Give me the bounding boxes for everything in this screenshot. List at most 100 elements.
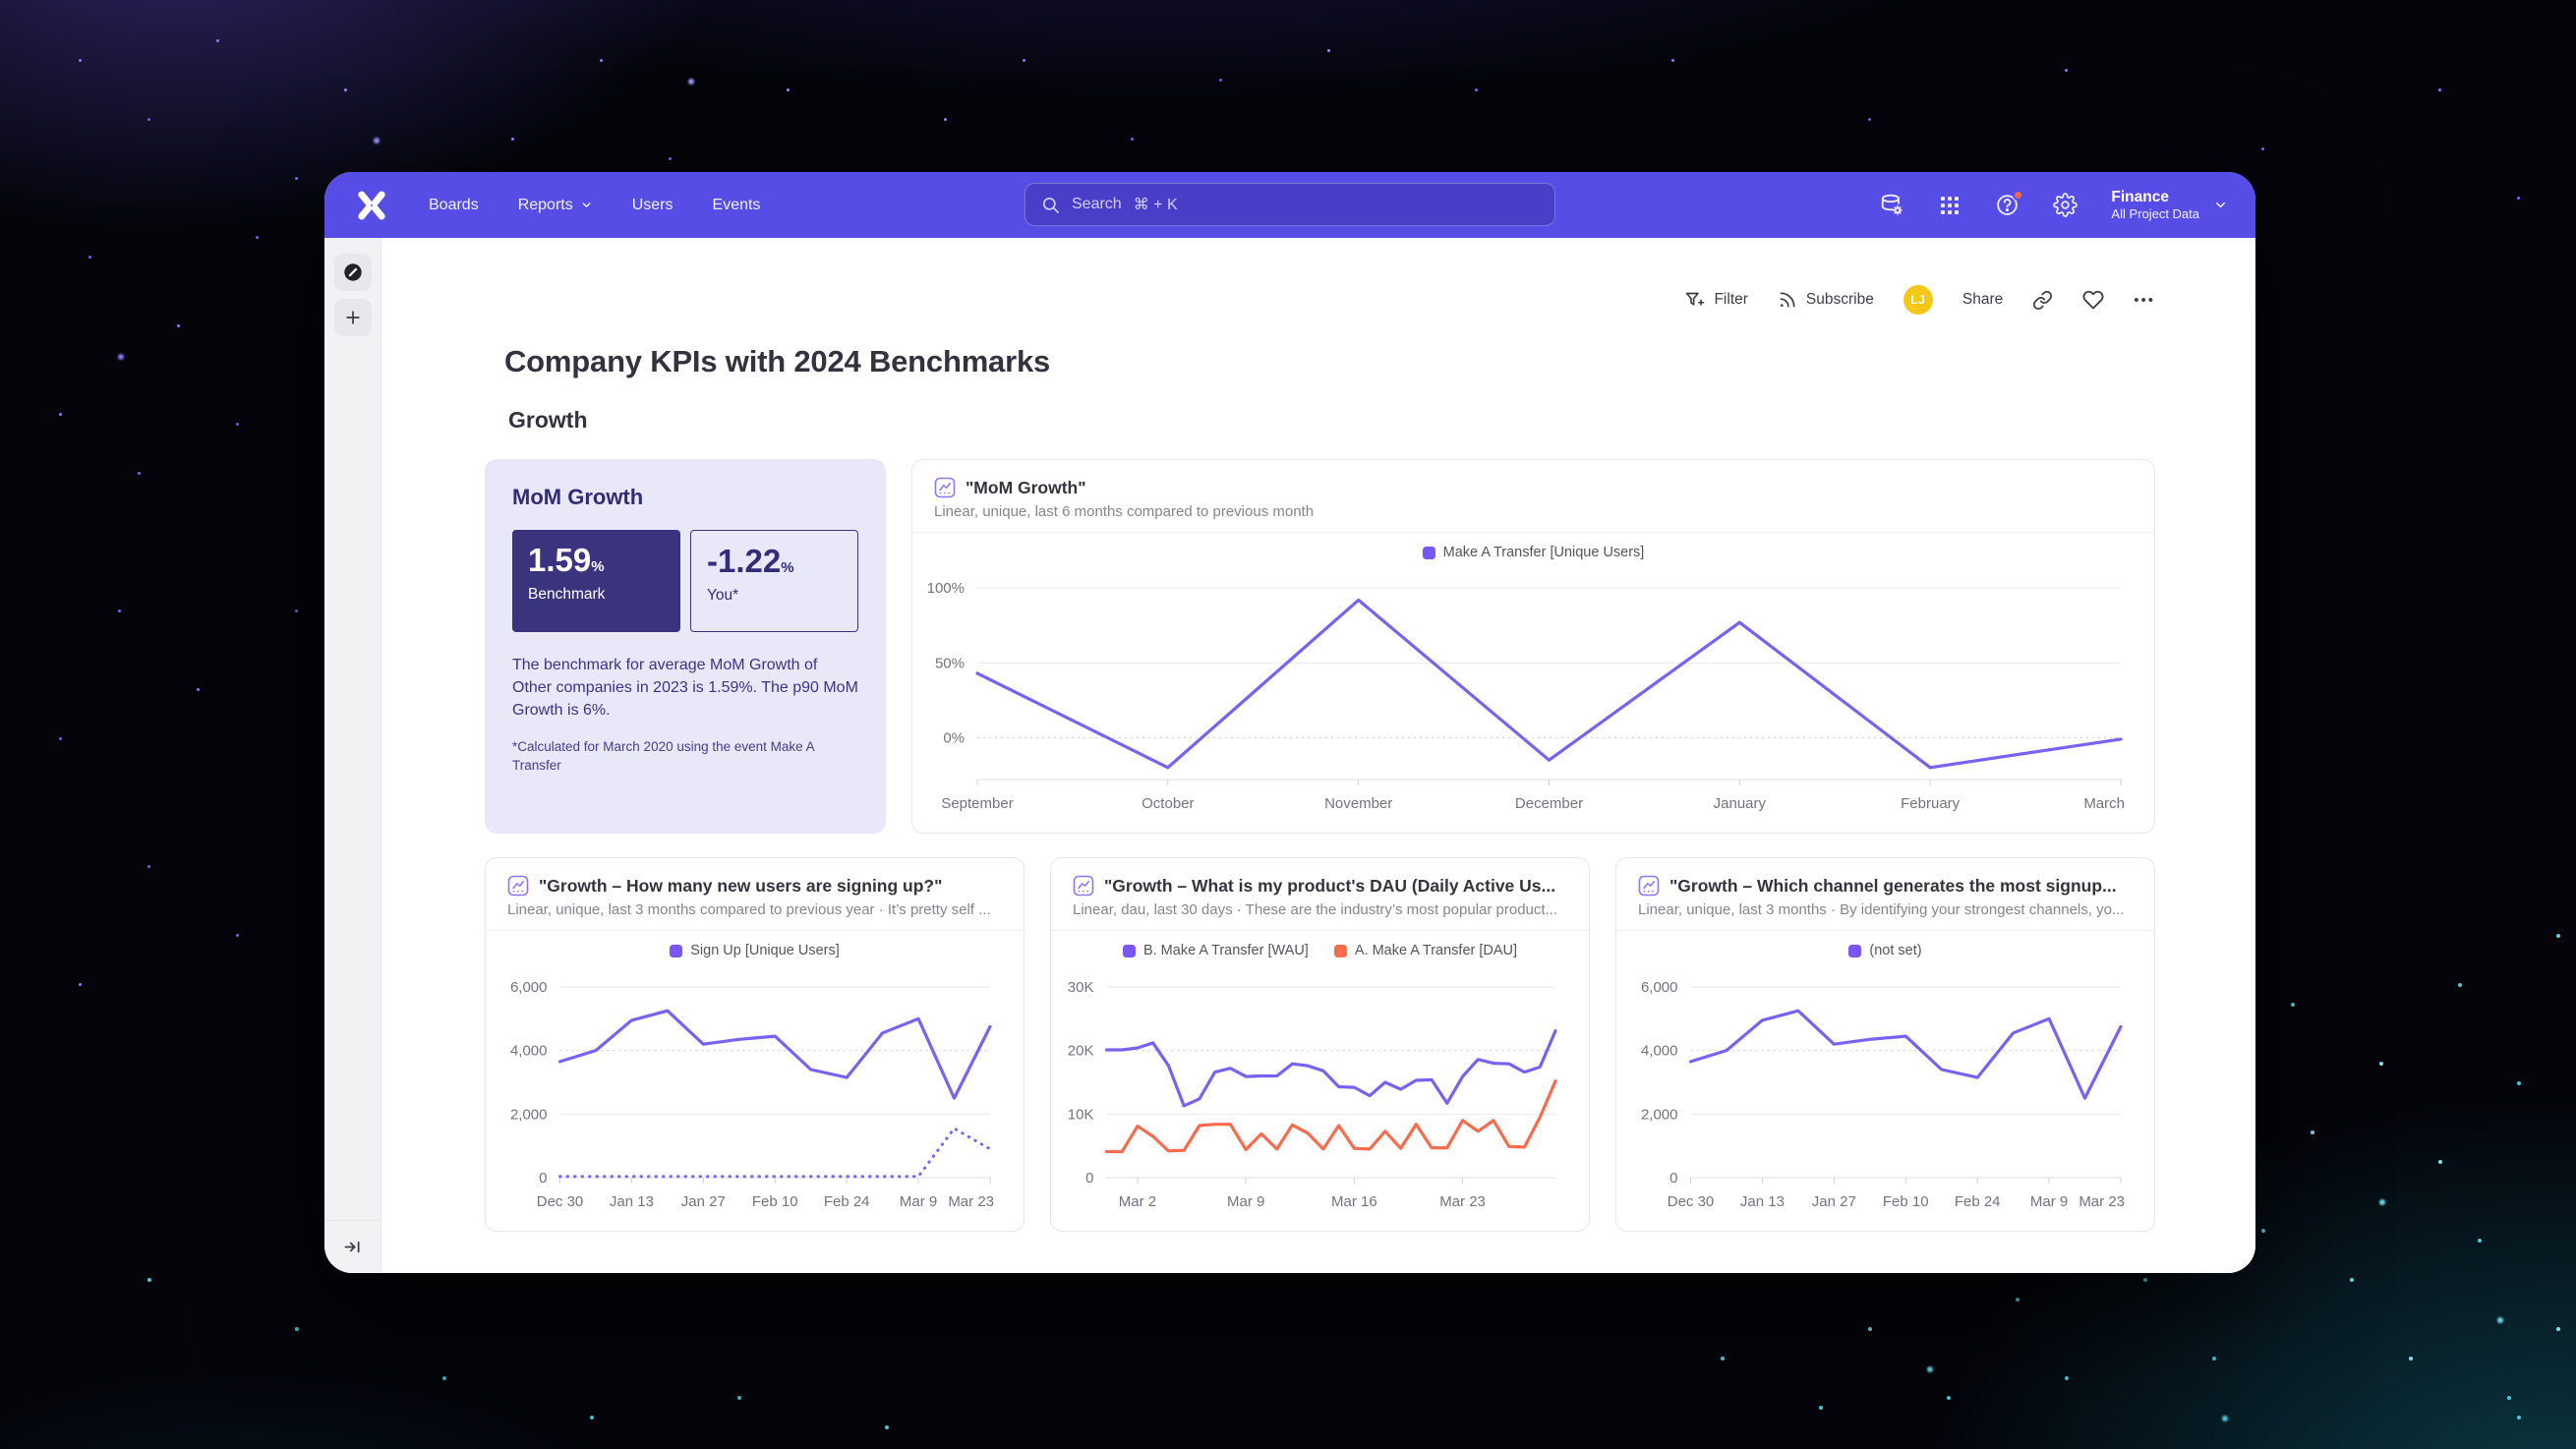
- svg-text:0: 0: [539, 1170, 547, 1187]
- line-chart-signups[interactable]: 0 2,000 4,000 6,000 Dec 30 Jan 13 Jan 27 Feb 10…: [490, 962, 1016, 1225]
- legend-swatch: [1333, 944, 1347, 957]
- project-selector[interactable]: Finance All Project Data: [2111, 188, 2228, 223]
- svg-text:Mar 16: Mar 16: [1331, 1193, 1377, 1210]
- svg-text:Jan 27: Jan 27: [681, 1193, 726, 1210]
- dashboard-row-1: MoM Growth 1.59% Benchmark -1.22% You*: [485, 459, 2155, 834]
- svg-text:0%: 0%: [943, 729, 965, 746]
- filter-plus-icon: [1686, 292, 1705, 306]
- main-nav: Boards Reports Users Events: [429, 197, 760, 214]
- line-chart-mom-growth[interactable]: 0% 50% 100% September October November Decembe…: [916, 564, 2146, 827]
- legend-item[interactable]: Sign Up [Unique Users]: [670, 943, 840, 958]
- more-options-button[interactable]: •••: [2134, 291, 2155, 309]
- rss-icon: [1780, 292, 1795, 308]
- chart-thumbnail-icon: [1638, 875, 1660, 897]
- svg-text:Mar 23: Mar 23: [2078, 1193, 2125, 1210]
- svg-text:100%: 100%: [927, 580, 965, 597]
- chart-thumbnail-icon: [1073, 875, 1094, 897]
- nav-item-reports[interactable]: Reports: [518, 197, 593, 214]
- chart-card-dau: "Growth – What is my product's DAU (Dail…: [1050, 857, 1590, 1232]
- chart-legend: (not set): [1616, 931, 2154, 958]
- chart-legend: B. Make A Transfer [WAU] A. Make A Transf…: [1051, 931, 1589, 958]
- chart-header: "MoM Growth" Linear, unique, last 6 mont…: [912, 460, 2154, 533]
- svg-text:January: January: [1714, 795, 1767, 812]
- legend-swatch: [670, 944, 683, 957]
- board-toolbar: Filter Subscribe LJ Share: [485, 283, 2155, 317]
- board-main: Filter Subscribe LJ Share: [381, 238, 2255, 1273]
- chart-card-mom-growth: "MoM Growth" Linear, unique, last 6 mont…: [911, 459, 2155, 834]
- section-title-growth: Growth: [508, 407, 588, 433]
- navbar-right-cluster: Finance All Project Data: [1879, 188, 2228, 223]
- svg-text:October: October: [1142, 795, 1194, 812]
- svg-text:Dec 30: Dec 30: [1668, 1193, 1715, 1210]
- chart-title[interactable]: "MoM Growth": [966, 477, 1086, 497]
- nav-item-users[interactable]: Users: [631, 196, 673, 213]
- copy-link-button[interactable]: [2032, 290, 2053, 311]
- expand-sidebar-button[interactable]: [342, 1237, 363, 1257]
- legend-item[interactable]: B. Make A Transfer [WAU]: [1122, 943, 1309, 958]
- chart-subtitle: Linear, dau, last 30 days · These are th…: [1073, 901, 1558, 918]
- svg-text:6,000: 6,000: [1641, 979, 1678, 996]
- chart-plot-area[interactable]: 0 10K 20K 30K Mar 2 Mar 9 Mar 16 Mar 23: [1051, 958, 1589, 1231]
- svg-text:Dec 30: Dec 30: [537, 1193, 584, 1210]
- chart-plot-area[interactable]: 0 2,000 4,000 6,000 Dec 30 Jan 13 Jan 27 Feb 10…: [1616, 958, 2154, 1231]
- svg-text:Feb 24: Feb 24: [824, 1193, 870, 1210]
- subscribe-button[interactable]: Subscribe: [1778, 290, 1874, 310]
- top-navbar: Boards Reports Users Events Search ⌘ + K: [324, 172, 2255, 238]
- apps-grid-icon[interactable]: [1938, 194, 1961, 217]
- link-icon: [2033, 290, 2053, 310]
- benchmark-boxes: 1.59% Benchmark -1.22% You*: [512, 530, 858, 632]
- starfield-glow: [0, 0, 6, 6]
- mixpanel-logo-icon[interactable]: [352, 186, 391, 225]
- benchmark-unit: %: [591, 558, 605, 575]
- you-value: -1.22: [706, 543, 782, 579]
- chart-thumbnail-icon: [507, 875, 529, 897]
- chart-header: "Growth – Which channel generates the mo…: [1616, 858, 2154, 931]
- svg-text:6,000: 6,000: [510, 979, 548, 996]
- line-chart-channels[interactable]: 0 2,000 4,000 6,000 Dec 30 Jan 13 Jan 27 Feb 10…: [1620, 962, 2146, 1225]
- svg-text:Mar 23: Mar 23: [1439, 1193, 1486, 1210]
- legend-item[interactable]: Make A Transfer [Unique Users]: [1422, 545, 1644, 560]
- line-chart-dau[interactable]: 0 10K 20K 30K Mar 2 Mar 9 Mar 16 Mar 23: [1055, 962, 1581, 1225]
- legend-item[interactable]: (not set): [1848, 943, 1922, 958]
- nav-item-events[interactable]: Events: [712, 196, 761, 213]
- svg-text:Jan 13: Jan 13: [610, 1193, 654, 1210]
- svg-text:50%: 50%: [935, 655, 965, 671]
- user-avatar[interactable]: LJ: [1903, 285, 1933, 315]
- settings-gear-icon[interactable]: [2053, 193, 2078, 217]
- collapse-right-icon: [344, 1241, 360, 1253]
- project-name: Finance: [2111, 188, 2169, 205]
- add-button[interactable]: [333, 299, 372, 336]
- nav-item-boards[interactable]: Boards: [429, 196, 479, 213]
- svg-text:Feb 24: Feb 24: [1955, 1193, 2001, 1210]
- chevron-down-icon: [582, 203, 591, 207]
- chart-plot-area[interactable]: 0% 50% 100% September October November Decembe…: [912, 560, 2154, 833]
- benchmark-footnote: *Calculated for March 2020 using the eve…: [512, 739, 814, 774]
- share-button[interactable]: Share: [1962, 291, 2003, 309]
- legend-item[interactable]: A. Make A Transfer [DAU]: [1333, 943, 1517, 958]
- svg-text:Jan 13: Jan 13: [1740, 1193, 1785, 1210]
- filter-button[interactable]: Filter: [1684, 290, 1748, 311]
- search-input[interactable]: Search ⌘ + K: [1025, 183, 1555, 226]
- svg-text:2,000: 2,000: [510, 1106, 548, 1123]
- help-icon[interactable]: [1995, 190, 2024, 217]
- benchmark-description: The benchmark for average MoM Growth of …: [512, 657, 858, 720]
- search-placeholder: Search: [1072, 196, 1122, 212]
- chart-subtitle: Linear, unique, last 3 months compared t…: [507, 901, 991, 918]
- explore-compass-button[interactable]: [333, 254, 372, 291]
- heart-icon: [2082, 290, 2104, 310]
- legend-swatch: [1122, 944, 1136, 957]
- sidebar-bottom: [324, 1220, 381, 1273]
- chart-title[interactable]: "Growth – How many new users are signing…: [539, 875, 943, 896]
- chart-title[interactable]: "Growth – Which channel generates the mo…: [1669, 875, 2117, 896]
- svg-text:September: September: [941, 795, 1013, 812]
- svg-text:30K: 30K: [1068, 979, 1094, 996]
- svg-text:20K: 20K: [1068, 1043, 1094, 1060]
- chart-subtitle: Linear, unique, last 6 months compared t…: [934, 503, 1315, 520]
- benchmark-value-box: 1.59% Benchmark: [512, 530, 680, 632]
- chart-title[interactable]: "Growth – What is my product's DAU (Dail…: [1104, 875, 1556, 896]
- data-management-icon[interactable]: [1879, 193, 1904, 218]
- chart-plot-area[interactable]: 0 2,000 4,000 6,000 Dec 30 Jan 13 Jan 27 Feb 10…: [486, 958, 1024, 1231]
- benchmark-label: Benchmark: [528, 585, 606, 603]
- favorite-button[interactable]: [2082, 289, 2104, 311]
